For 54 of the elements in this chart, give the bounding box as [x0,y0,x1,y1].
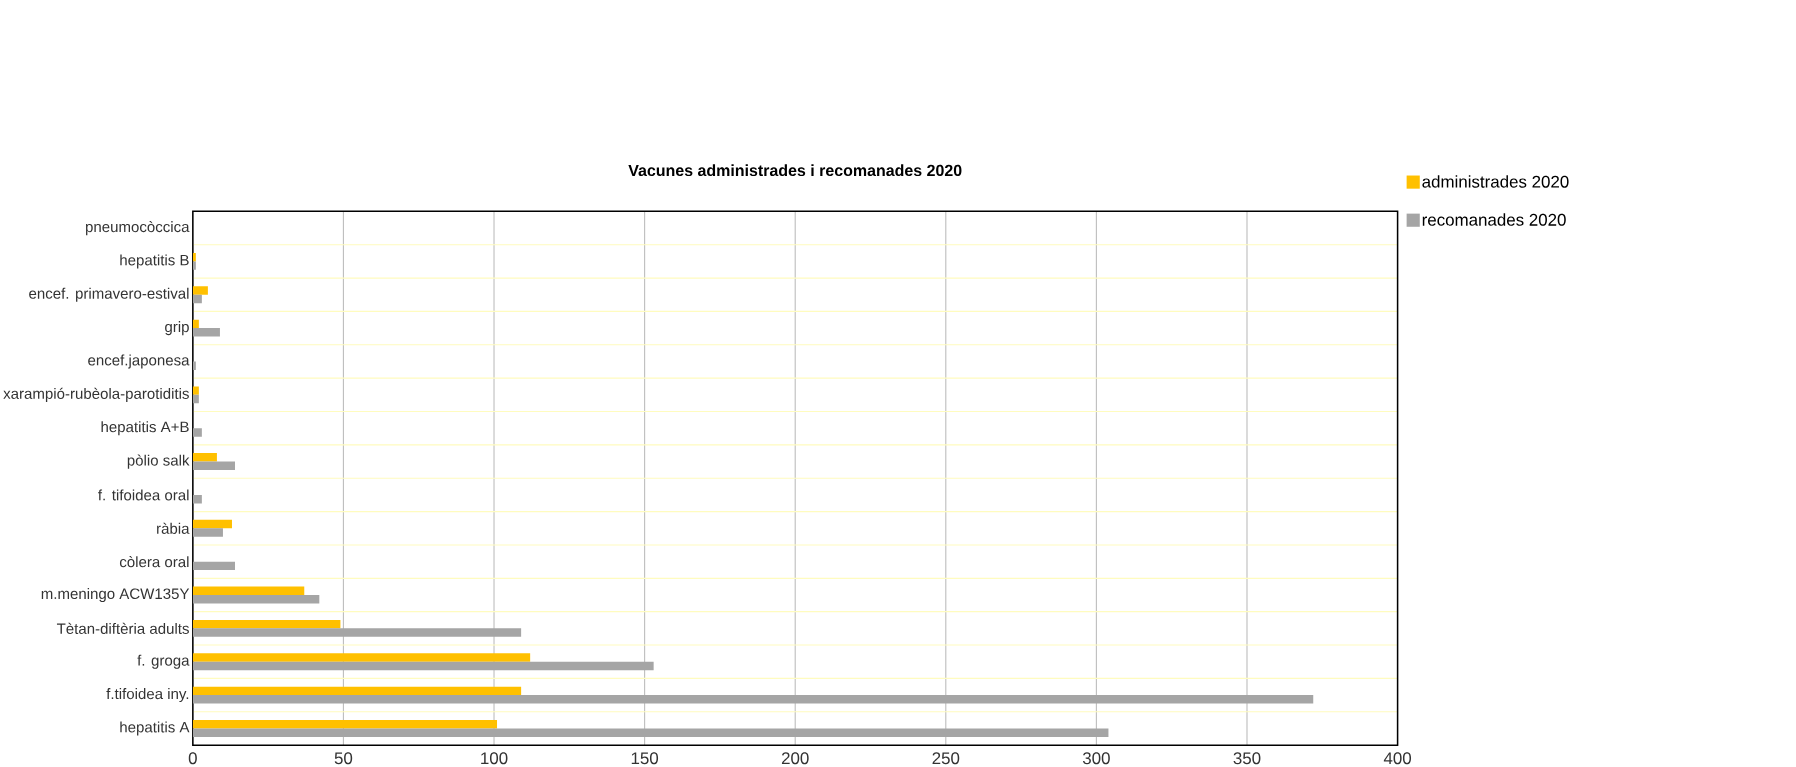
bar [192,561,235,570]
bar [192,294,202,304]
y-tick-label: pòlio salk [127,454,190,469]
x-tick-label: 0 [188,752,197,765]
bar [192,653,531,662]
x-tick-label: 350 [1233,752,1261,765]
bar [192,361,196,370]
y-tick-label: f. groga [137,654,190,669]
bar [192,386,199,395]
x-tick-label: 400 [1383,752,1412,765]
y-tick-label: hepatitis A+B [101,421,189,436]
bar [192,594,320,604]
y-tick-label: f.tifoidea iny. [106,687,189,702]
bar [192,461,235,470]
bar [192,261,196,270]
bar [192,428,202,437]
y-tick-label: hepatitis A [120,721,190,736]
x-tick-label: 200 [781,752,809,765]
y-tick-label: m.meningo ACW135Y [41,587,190,602]
x-tick-label: 100 [481,752,508,765]
bar [192,319,199,328]
bar [192,494,202,504]
bar [192,619,341,629]
bar [192,728,1109,737]
bar [192,528,223,537]
bar [192,586,305,595]
bar [192,394,199,404]
bar [192,628,522,637]
y-tick-label: Tètan-diftèria adults [56,622,189,634]
y-tick-label: còlera oral [119,555,189,568]
bar [192,719,498,729]
x-tick-label: 150 [631,752,659,765]
y-tick-label: pneumocòccica [86,220,190,235]
bar [192,519,232,529]
bar [192,686,522,695]
y-tick-label: f. tifoidea oral [98,489,189,501]
bar [192,286,208,295]
y-tick-label: encef. primavero-estival [29,287,189,302]
bar [192,252,196,262]
y-tick-label: ràbia [157,522,190,534]
x-tick-label: 300 [1082,752,1110,765]
bar [192,452,217,462]
bar [192,327,220,337]
y-tick-label: encef.japonesa [88,354,190,369]
y-tick-label: xarampió-rubèola-parotiditis [3,387,189,402]
x-tick-label: 250 [932,752,960,765]
y-tick-label: hepatitis B [120,254,189,269]
x-tick-label: 50 [334,752,353,765]
legend-label: recomanades 2020 [1422,213,1566,226]
chart-title: Vacunes administrades i recomanades 2020 [628,164,962,176]
bar [192,661,654,671]
legend-label: administrades 2020 [1422,175,1569,188]
y-tick-label: grip [165,320,189,335]
bar [192,694,1314,704]
